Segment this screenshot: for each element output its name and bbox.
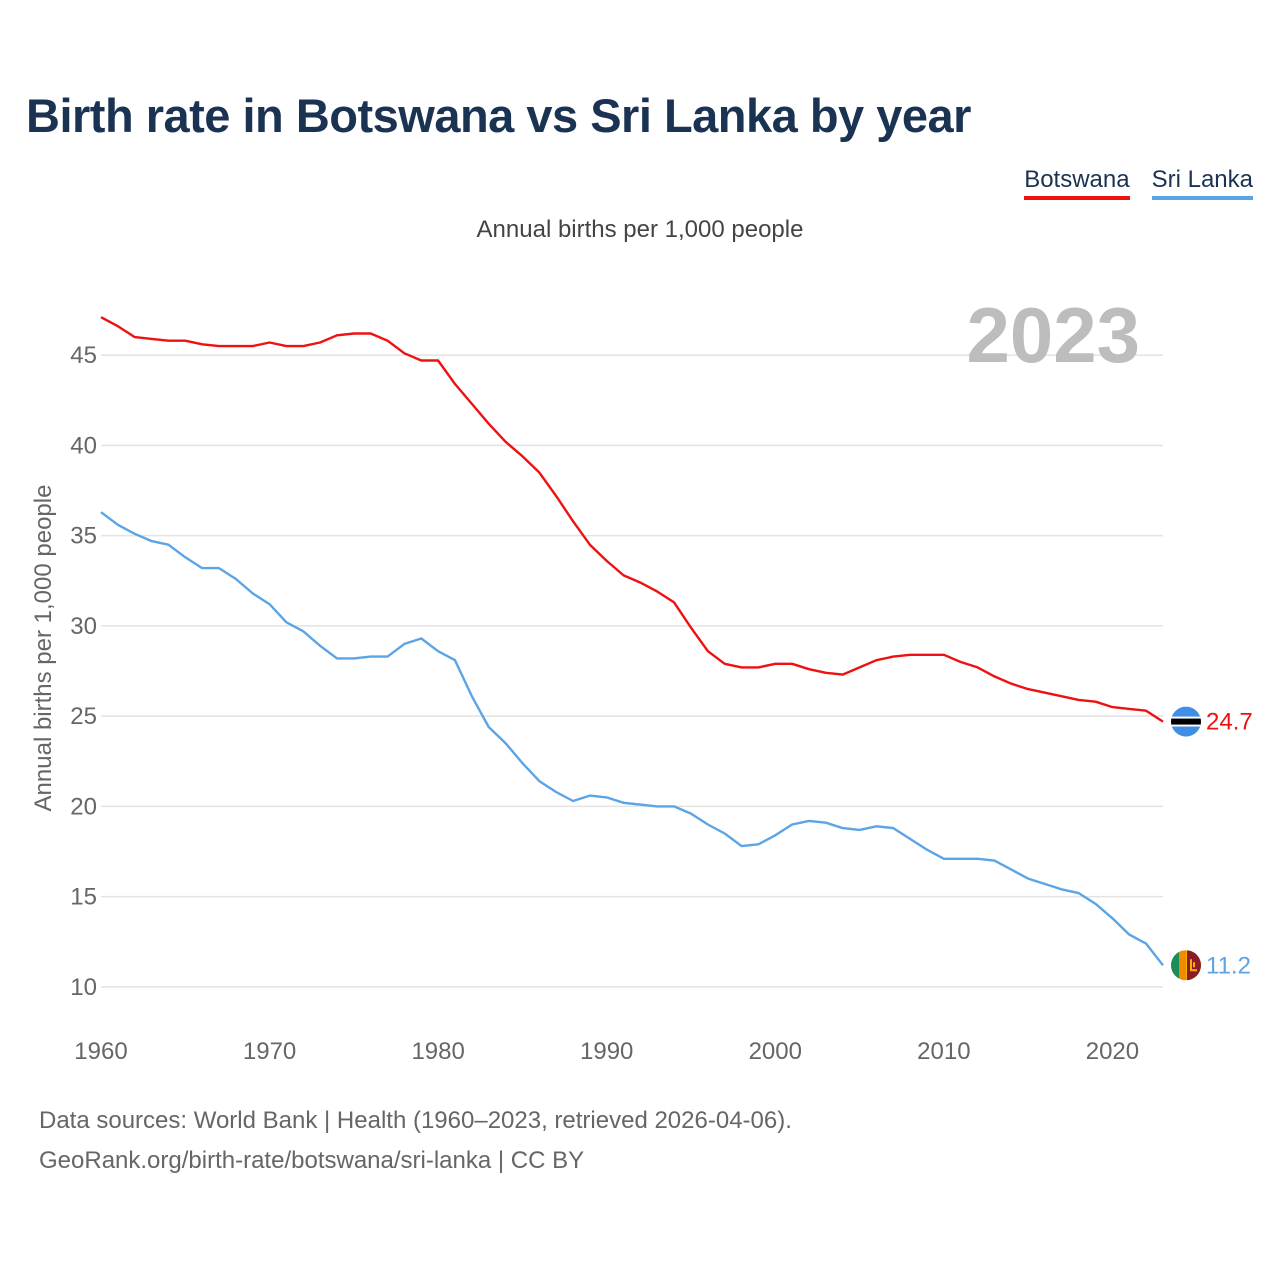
grid-lines	[101, 354, 1163, 988]
sri-lanka-end-value: 11.2	[1206, 952, 1251, 979]
x-tick-label: 1990	[580, 1038, 633, 1065]
y-tick-label: 15	[70, 884, 97, 911]
chart-title: Birth rate in Botswana vs Sri Lanka by y…	[26, 89, 971, 142]
y-tick-label: 40	[70, 432, 97, 459]
sri-lanka-flag-icon	[1171, 950, 1201, 981]
y-axis-ticks: 10 15 20 25 30 35 40 45	[70, 342, 97, 1001]
y-tick-label: 30	[70, 613, 97, 640]
y-tick-label: 25	[70, 703, 97, 730]
series-line-sri-lanka[interactable]	[100, 511, 1164, 967]
series-lines	[100, 316, 1164, 967]
legend-item-sri-lanka[interactable]: Sri Lanka	[1151, 166, 1253, 200]
x-tick-label: 2000	[749, 1038, 802, 1065]
series-line-botswana[interactable]	[100, 316, 1164, 723]
y-tick-label: 10	[70, 974, 97, 1001]
y-axis-label: Annual births per 1,000 people	[30, 485, 57, 812]
legend-item-botswana[interactable]: Botswana	[1024, 166, 1130, 200]
x-tick-label: 1960	[74, 1038, 127, 1065]
y-tick-label: 45	[70, 342, 97, 369]
source-line-1: Data sources: World Bank | Health (1960–…	[39, 1107, 792, 1134]
y-tick-label: 35	[70, 523, 97, 550]
x-tick-label: 2010	[917, 1038, 970, 1065]
x-tick-label: 1980	[411, 1038, 464, 1065]
chart-subtitle: Annual births per 1,000 people	[476, 216, 804, 243]
x-tick-label: 1970	[243, 1038, 296, 1065]
x-axis-ticks: 1960 1970 1980 1990 2000 2010 2020	[74, 1038, 1139, 1065]
x-tick-label: 2020	[1086, 1038, 1139, 1065]
legend: Botswana Sri Lanka	[1024, 166, 1253, 200]
botswana-flag-icon	[1171, 706, 1201, 737]
year-overlay: 2023	[966, 291, 1140, 379]
y-tick-label: 20	[70, 793, 97, 820]
botswana-end-value: 24.7	[1206, 709, 1253, 736]
source-line-2[interactable]: GeoRank.org/birth-rate/botswana/sri-lank…	[39, 1147, 585, 1174]
